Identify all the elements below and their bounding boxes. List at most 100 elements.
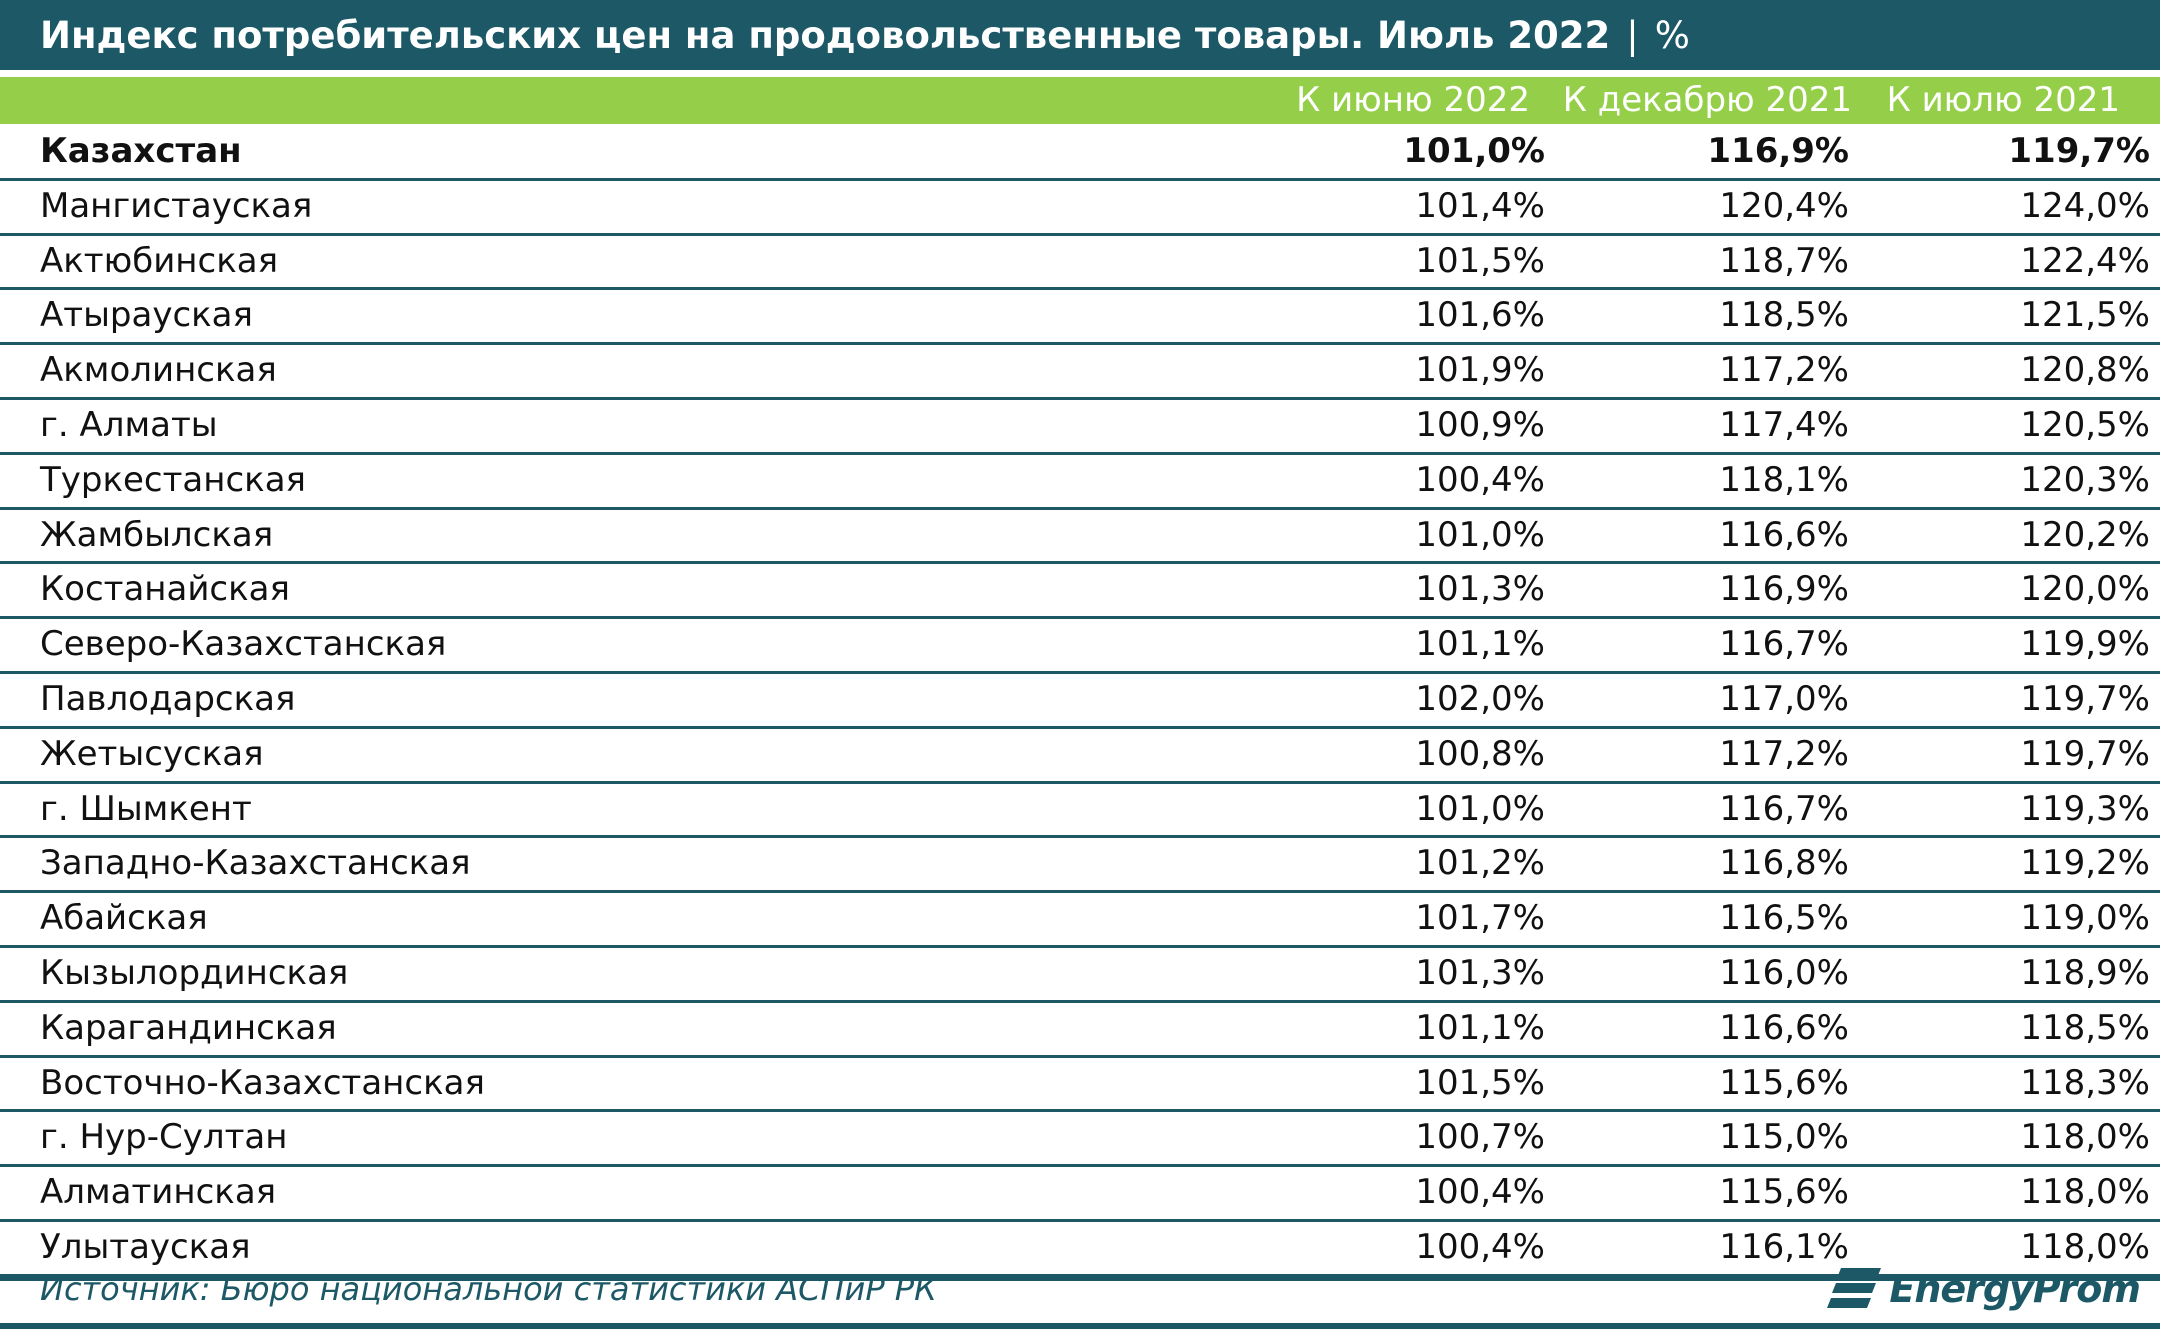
- energyprom-logo-icon: [1827, 1268, 1882, 1308]
- value-cell: 101,4%: [1415, 185, 1545, 226]
- value-cell: 119,3%: [2020, 788, 2150, 829]
- region-name: Западно-Казахстанская: [40, 843, 471, 884]
- value-cell: 121,5%: [2020, 295, 2150, 336]
- region-name: Павлодарская: [40, 678, 296, 719]
- region-name: Акмолинская: [40, 350, 277, 391]
- value-cell: 100,4%: [1415, 1226, 1545, 1267]
- table-row: Атырауская 101,6% 118,5% 121,5%: [0, 290, 2160, 346]
- table-row: Восточно-Казахстанская 101,5% 115,6% 118,3%: [0, 1058, 2160, 1113]
- value-cell: 117,0%: [1719, 678, 1849, 719]
- table-row: Мангистауская 101,4% 120,4% 124,0%: [0, 181, 2160, 236]
- value-cell: 119,7%: [2020, 733, 2150, 774]
- value-cell: 116,5%: [1719, 898, 1849, 939]
- region-name: г. Нур-Султан: [40, 1117, 288, 1158]
- value-cell: 119,9%: [2020, 624, 2150, 665]
- region-name: Актюбинская: [40, 240, 279, 281]
- table-row: Улытауская 100,4% 116,1% 118,0%: [0, 1222, 2160, 1277]
- value-cell: 116,7%: [1719, 624, 1849, 665]
- table-row: Акмолинская 101,9% 117,2% 120,8%: [0, 345, 2160, 400]
- value-cell: 119,2%: [2020, 843, 2150, 884]
- region-name: Жамбылская: [40, 514, 274, 555]
- value-cell: 116,0%: [1719, 952, 1849, 993]
- table-row: Алматинская 100,4% 115,6% 118,0%: [0, 1167, 2160, 1222]
- table-row: Абайская 101,7% 116,5% 119,0%: [0, 893, 2160, 948]
- value-cell: 100,4%: [1415, 1172, 1545, 1213]
- value-cell: 116,6%: [1719, 1007, 1849, 1048]
- column-header-jul-2021: К июлю 2021: [1886, 80, 2120, 120]
- value-cell: 118,9%: [2020, 952, 2150, 993]
- region-name: г. Алматы: [40, 404, 218, 445]
- region-name: Казахстан: [40, 131, 242, 171]
- value-cell: 120,2%: [2020, 514, 2150, 555]
- value-cell: 101,9%: [1415, 350, 1545, 391]
- value-cell: 101,0%: [1415, 514, 1545, 555]
- value-cell: 115,6%: [1719, 1172, 1849, 1213]
- value-cell: 116,6%: [1719, 514, 1849, 555]
- source-note: Источник: Бюро национальной статистики А…: [40, 1270, 937, 1308]
- region-name: Восточно-Казахстанская: [40, 1062, 485, 1103]
- value-cell: 118,5%: [2020, 1007, 2150, 1048]
- region-name: Жетысуская: [40, 733, 264, 774]
- value-cell: 120,4%: [1719, 185, 1849, 226]
- value-cell: 101,6%: [1415, 295, 1545, 336]
- value-cell: 100,4%: [1415, 459, 1545, 500]
- region-name: Алматинская: [40, 1172, 277, 1213]
- value-cell: 101,3%: [1415, 952, 1545, 993]
- data-table: Казахстан 101,0% 116,9% 119,7% Мангистауская…: [0, 126, 2160, 1281]
- table-row: г. Алматы 100,9% 117,4% 120,5%: [0, 400, 2160, 455]
- value-cell: 101,5%: [1415, 1062, 1545, 1103]
- page-title: Индекс потребительских цен на продовольс…: [0, 0, 2160, 70]
- value-cell: 118,0%: [2020, 1226, 2150, 1267]
- value-cell: 117,2%: [1719, 350, 1849, 391]
- table-row: Жетысуская 100,8% 117,2% 119,7%: [0, 729, 2160, 784]
- value-cell: 101,2%: [1415, 843, 1545, 884]
- value-cell: 120,0%: [2020, 569, 2150, 610]
- region-name: Атырауская: [40, 295, 253, 336]
- table-row: Костанайская 101,3% 116,9% 120,0%: [0, 564, 2160, 620]
- value-cell: 117,4%: [1719, 404, 1849, 445]
- value-cell: 101,5%: [1415, 240, 1545, 281]
- table-row: Павлодарская 102,0% 117,0% 119,7%: [0, 674, 2160, 729]
- value-cell: 102,0%: [1415, 678, 1545, 719]
- column-header-row: К июню 2022 К декабрю 2021 К июлю 2021: [0, 77, 2160, 124]
- column-header-dec-2021: К декабрю 2021: [1562, 80, 1852, 120]
- value-cell: 101,1%: [1415, 1007, 1545, 1048]
- region-name: Туркестанская: [40, 459, 307, 500]
- value-cell: 100,7%: [1415, 1117, 1545, 1158]
- table-row: Актюбинская 101,5% 118,7% 122,4%: [0, 236, 2160, 291]
- region-name: Улытауская: [40, 1226, 251, 1267]
- value-cell: 101,3%: [1415, 569, 1545, 610]
- value-cell: 119,0%: [2020, 898, 2150, 939]
- value-cell: 115,6%: [1719, 1062, 1849, 1103]
- title-text: Индекс потребительских цен на продовольс…: [40, 13, 1611, 57]
- value-cell: 101,7%: [1415, 898, 1545, 939]
- value-cell: 118,5%: [1719, 295, 1849, 336]
- region-name: г. Шымкент: [40, 788, 252, 829]
- value-cell: 118,1%: [1719, 459, 1849, 500]
- table-row: г. Нур-Султан 100,7% 115,0% 118,0%: [0, 1112, 2160, 1168]
- footer: Источник: Бюро национальной статистики А…: [0, 1260, 2160, 1329]
- value-cell: 116,1%: [1719, 1226, 1849, 1267]
- table-row: Туркестанская 100,4% 118,1% 120,3%: [0, 455, 2160, 510]
- column-header-jun-2022: К июню 2022: [1296, 80, 1530, 120]
- region-name: Абайская: [40, 898, 208, 939]
- value-cell: 119,7%: [2020, 678, 2150, 719]
- region-name: Карагандинская: [40, 1007, 337, 1048]
- value-cell: 118,0%: [2020, 1117, 2150, 1158]
- table-row: Западно-Казахстанская 101,2% 116,8% 119,2%: [0, 838, 2160, 894]
- title-separator: |: [1626, 13, 1639, 57]
- logo-text: EnergyProm: [1889, 1267, 2141, 1311]
- value-cell: 120,8%: [2020, 350, 2150, 391]
- value-cell: 101,1%: [1415, 624, 1545, 665]
- table-row: Казахстан 101,0% 116,9% 119,7%: [0, 126, 2160, 181]
- value-cell: 120,3%: [2020, 459, 2150, 500]
- value-cell: 122,4%: [2020, 240, 2150, 281]
- value-cell: 117,2%: [1719, 733, 1849, 774]
- table-row: Карагандинская 101,1% 116,6% 118,5%: [0, 1003, 2160, 1058]
- value-cell: 118,7%: [1719, 240, 1849, 281]
- value-cell: 120,5%: [2020, 404, 2150, 445]
- value-cell: 118,0%: [2020, 1172, 2150, 1213]
- value-cell: 101,0%: [1403, 131, 1545, 171]
- table-row: Северо-Казахстанская 101,1% 116,7% 119,9%: [0, 619, 2160, 674]
- region-name: Кызылординская: [40, 952, 349, 993]
